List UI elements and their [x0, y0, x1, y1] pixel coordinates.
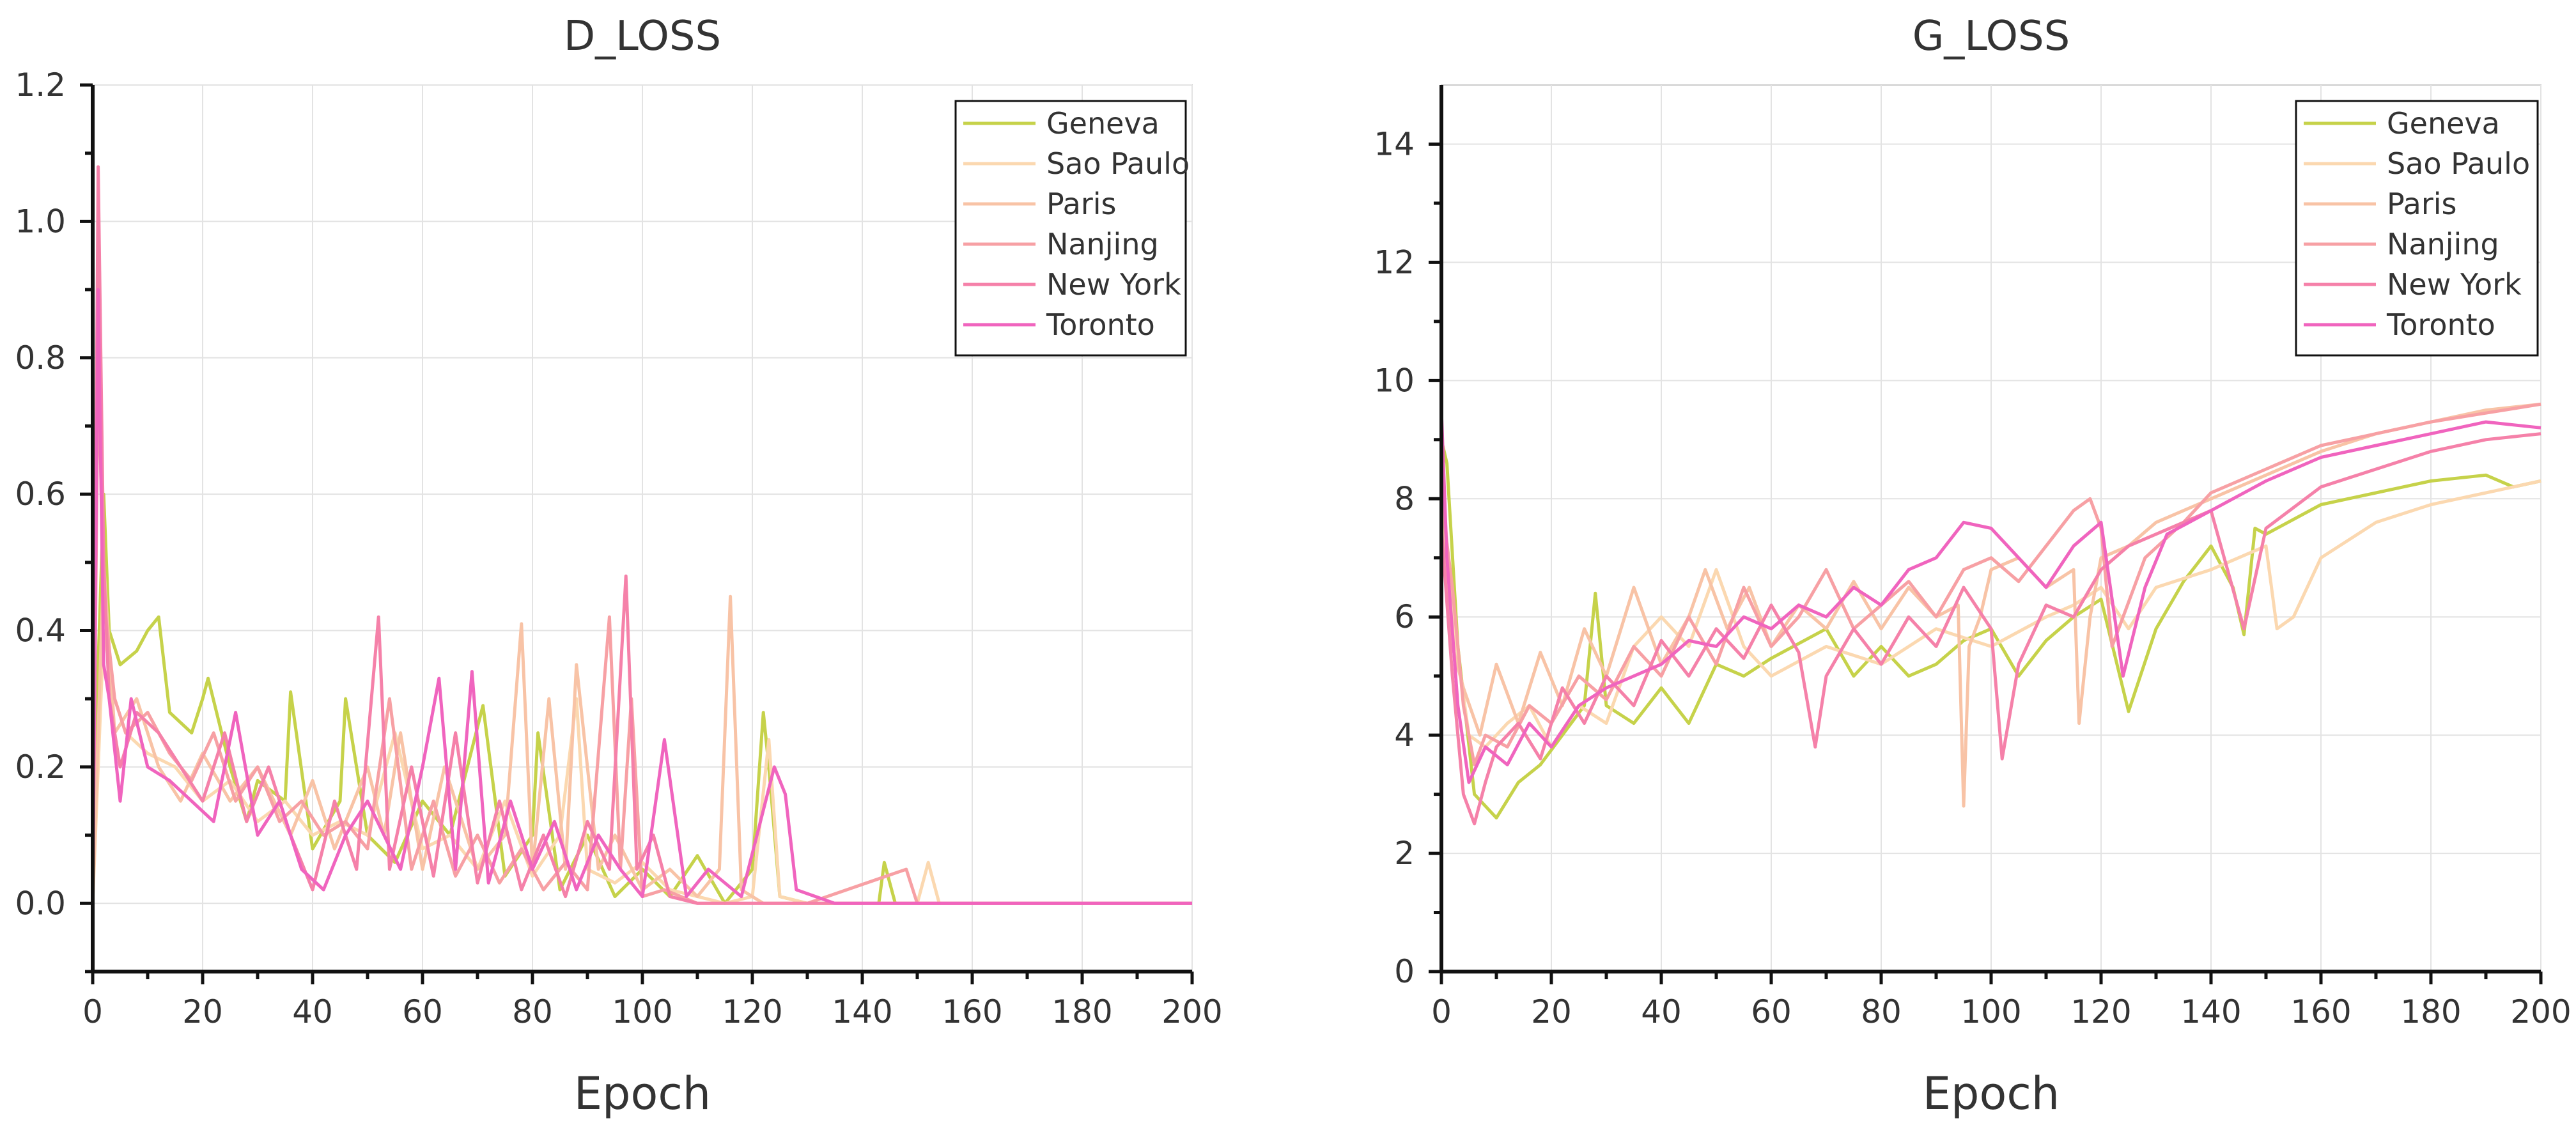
d-loss-x-tick-label: 20 [182, 993, 223, 1030]
g-loss-legend-label-toronto: Toronto [2386, 307, 2495, 342]
g-loss-legend-label-nanjing: Nanjing [2387, 227, 2499, 261]
g-loss-x-tick-label: 60 [1751, 993, 1792, 1030]
g-loss-legend-label-geneva: Geneva [2387, 106, 2500, 141]
d-loss-y-tick-label: 0.4 [15, 612, 66, 649]
d-loss-title: D_LOSS [564, 13, 721, 60]
d-loss-x-tick-label: 0 [82, 993, 103, 1030]
d-loss-x-tick-label: 200 [1161, 993, 1222, 1030]
d-loss-legend-label-paris: Paris [1046, 187, 1117, 221]
g-loss-x-tick-label: 140 [2180, 993, 2241, 1030]
g-loss-legend-label-sao-paulo: Sao Paulo [2387, 146, 2530, 181]
g-loss-series-group [1439, 402, 2541, 826]
g-loss-y-tick-label: 0 [1394, 953, 1415, 990]
d-loss-y-tick-label: 0.2 [15, 748, 66, 786]
g-loss-x-tick-label: 160 [2290, 993, 2351, 1030]
d-loss-chart: D_LOSS 0 20 40 60 80 100 120 140 160 180 200 0.0 0.2 0… [15, 13, 1222, 1120]
d-loss-y-tick-label: 0.6 [15, 476, 66, 513]
g-loss-y-tick-label: 6 [1394, 598, 1415, 635]
g-loss-y-tick-label: 14 [1374, 125, 1415, 162]
g-loss-chart: G_LOSS 0 20 40 60 80 100 120 140 160 180 200 0 2 4 6 8 10… [1374, 13, 2571, 1120]
g-loss-x-tick-label: 180 [2400, 993, 2461, 1030]
g-loss-series-new-york [1439, 432, 2541, 826]
g-loss-title: G_LOSS [1913, 13, 2070, 60]
d-loss-legend: Geneva Sao Paulo Paris Nanjing New York Toron… [954, 100, 1190, 357]
d-loss-y-tick-label: 0.0 [15, 885, 66, 922]
g-loss-x-tick-label: 80 [1861, 993, 1902, 1030]
d-loss-legend-box [954, 100, 1187, 357]
g-loss-y-tick-label: 12 [1374, 244, 1415, 281]
d-loss-y-tick-label: 1.2 [15, 66, 66, 104]
g-loss-series-geneva [1439, 439, 2541, 820]
d-loss-series-new-york [91, 165, 1192, 905]
d-loss-y-tick-label: 0.8 [15, 339, 66, 376]
g-loss-legend: Geneva Sao Paulo Paris Nanjing New York Toron… [2295, 100, 2539, 357]
d-loss-legend-label-geneva: Geneva [1046, 106, 1160, 141]
d-loss-legend-label-nanjing: Nanjing [1046, 227, 1159, 261]
g-loss-legend-box [2295, 100, 2539, 357]
d-loss-x-tick-label: 40 [292, 993, 333, 1030]
g-loss-x-tick-label: 200 [2510, 993, 2571, 1030]
d-loss-x-tick-label: 160 [942, 993, 1002, 1030]
g-loss-series-toronto [1439, 410, 2541, 784]
g-loss-legend-label-paris: Paris [2387, 187, 2457, 221]
d-loss-legend-label-new-york: New York [1046, 267, 1181, 302]
d-loss-x-tick-label: 120 [722, 993, 782, 1030]
g-loss-x-axis-label: Epoch [1923, 1067, 2060, 1120]
d-loss-series-toronto [91, 288, 1192, 905]
g-loss-x-tick-label: 100 [1960, 993, 2021, 1030]
g-loss-y-tick-label: 2 [1394, 835, 1415, 872]
g-loss-x-tick-label: 20 [1531, 993, 1572, 1030]
d-loss-legend-label-toronto: Toronto [1046, 307, 1155, 342]
d-loss-x-axis-label: Epoch [574, 1067, 711, 1120]
d-loss-y-tick-label: 1.0 [15, 203, 66, 240]
d-loss-series-group [91, 165, 1192, 905]
g-loss-x-tick-label: 40 [1641, 993, 1682, 1030]
g-loss-legend-label-new-york: New York [2387, 267, 2522, 302]
d-loss-x-tick-label: 60 [402, 993, 443, 1030]
d-loss-x-tick-label: 140 [832, 993, 892, 1030]
g-loss-y-tick-label: 10 [1374, 362, 1415, 399]
d-loss-x-tick-label: 80 [512, 993, 553, 1030]
g-loss-y-tick-label: 8 [1394, 480, 1415, 517]
g-loss-y-tick-label: 4 [1394, 717, 1415, 754]
d-loss-x-tick-label: 180 [1051, 993, 1112, 1030]
g-loss-x-tick-label: 0 [1431, 993, 1452, 1030]
g-loss-series-nanjing [1439, 402, 2541, 766]
d-loss-x-tick-label: 100 [612, 993, 672, 1030]
g-loss-x-tick-label: 120 [2070, 993, 2131, 1030]
d-loss-legend-label-sao-paulo: Sao Paulo [1046, 146, 1190, 181]
